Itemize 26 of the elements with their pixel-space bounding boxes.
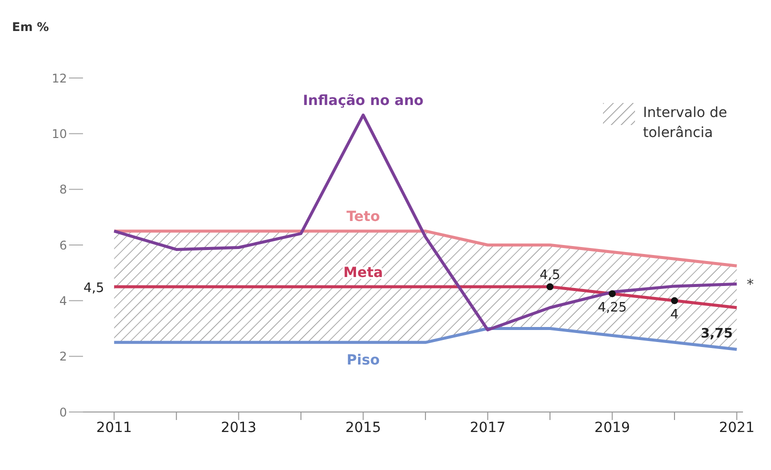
- line-series: [112, 327, 738, 351]
- x-tick-label: 2021: [718, 420, 755, 436]
- x-tick-label: 2017: [470, 420, 506, 436]
- x-tick-label: 2019: [594, 420, 630, 436]
- data-label: 4,5: [540, 268, 560, 283]
- y-tick-label: 10: [52, 126, 67, 141]
- y-axis-title: Em %: [12, 20, 49, 34]
- legend-title: Intervalo de tolerância: [643, 104, 728, 143]
- series-label: Piso: [346, 352, 380, 368]
- data-label: 4: [670, 308, 679, 323]
- data-label: 4,5: [83, 280, 104, 296]
- line-series: [112, 230, 738, 268]
- x-tick-label: 2013: [220, 420, 256, 436]
- annotation: *: [746, 276, 754, 293]
- y-tick-label: 12: [52, 71, 67, 86]
- x-tick-label: 2015: [345, 420, 382, 436]
- data-label: 3,75: [700, 326, 733, 342]
- y-tick-label: 0: [59, 405, 67, 420]
- series-label: Teto: [346, 209, 380, 226]
- y-tick-label: 6: [59, 238, 67, 252]
- y-tick-label: 2: [59, 350, 67, 364]
- series-label: Inflação no ano: [302, 93, 424, 110]
- x-tick-label: 2011: [96, 420, 132, 436]
- y-tick-label: 4: [59, 294, 67, 308]
- y-tick-label: 8: [59, 182, 67, 197]
- data-label: 4,25: [598, 300, 627, 316]
